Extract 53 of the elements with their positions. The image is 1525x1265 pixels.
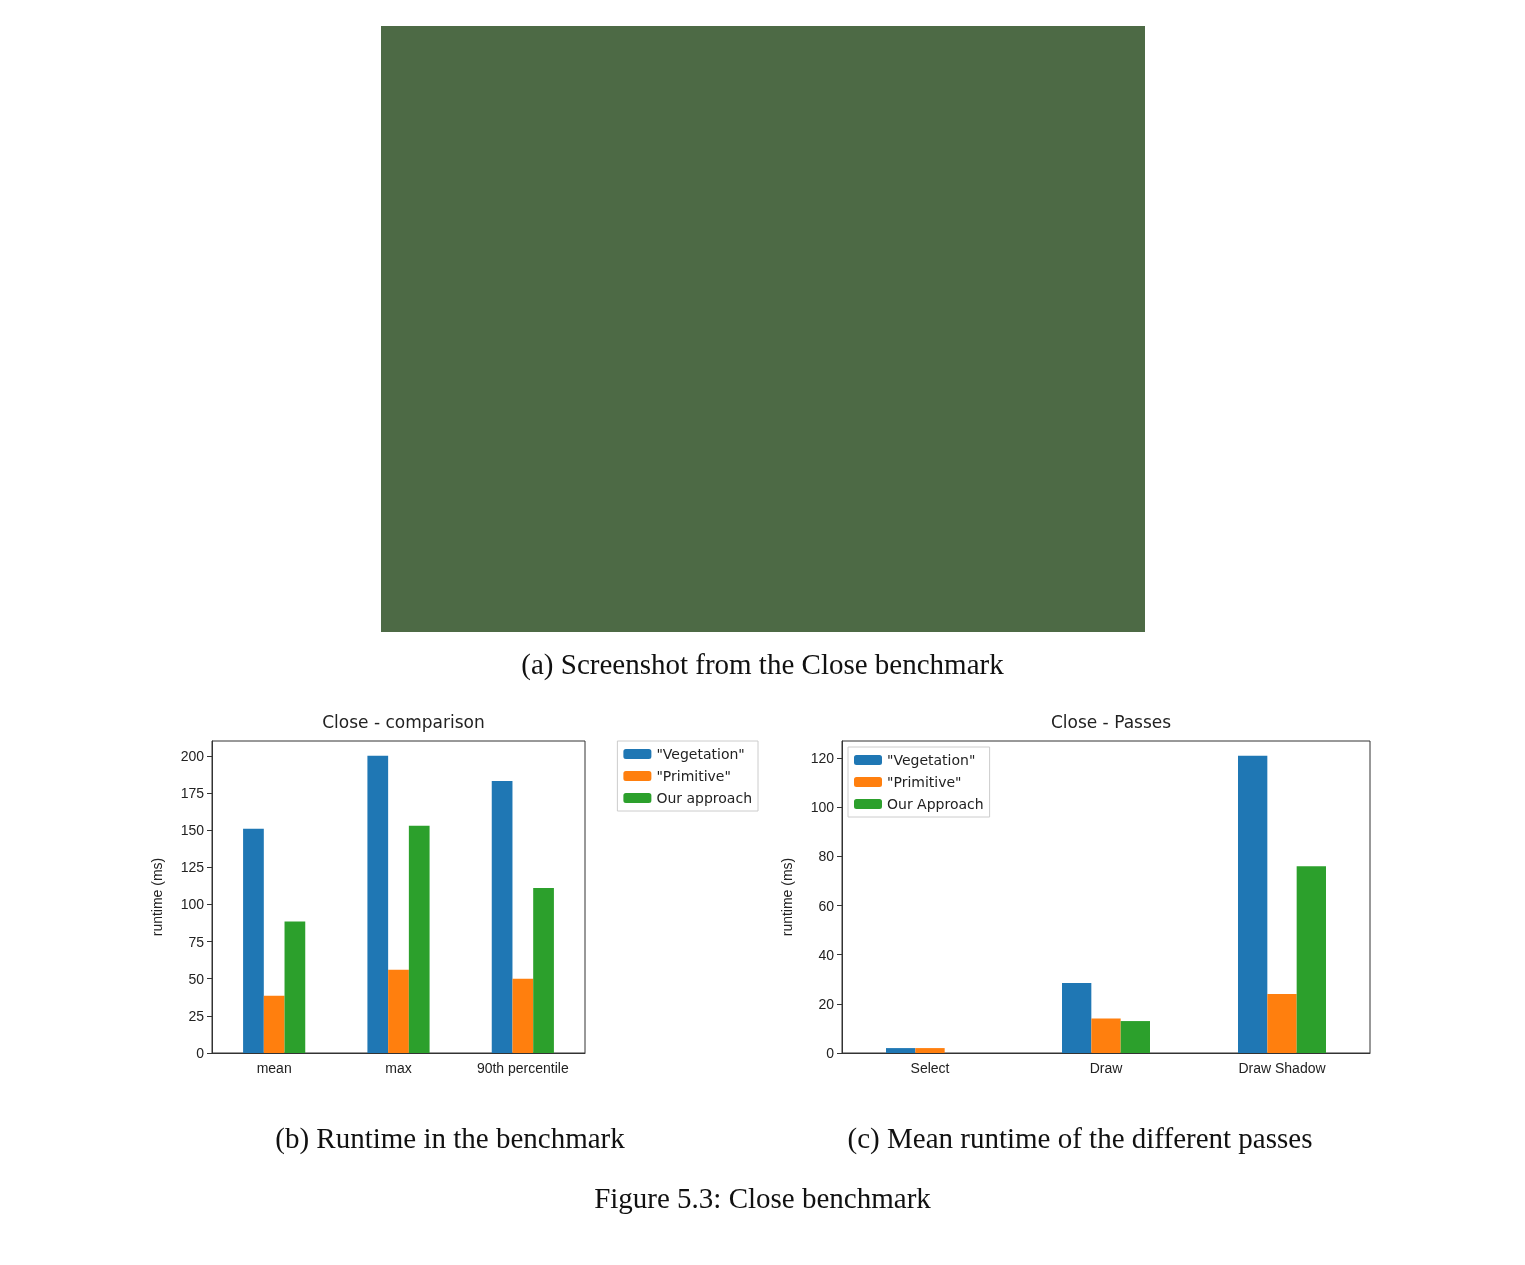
legend-label: "Primitive" — [656, 768, 731, 784]
bar — [915, 1048, 945, 1053]
bar — [1238, 755, 1268, 1053]
x-tick-label: Draw — [1089, 1060, 1124, 1076]
y-tick-label: 120 — [810, 750, 835, 767]
text: (c) Mean runtime of the different passes — [846, 1122, 1314, 1155]
y-tick-label: 60 — [818, 897, 835, 914]
x-tick-label: Select — [910, 1060, 950, 1076]
y-tick-label: 40 — [818, 946, 835, 963]
y-axis-title: runtime (ms) — [779, 857, 795, 937]
y-tick-label: 150 — [180, 822, 205, 839]
bar — [367, 755, 389, 1053]
bar — [491, 781, 513, 1053]
y-tick-label: 175 — [180, 785, 205, 801]
y-tick-label: 100 — [810, 799, 835, 816]
y-tick-label: 50 — [188, 970, 205, 987]
bar — [1120, 1021, 1150, 1053]
y-tick-label: 0 — [196, 1045, 205, 1061]
y-axis-title: runtime (ms) — [149, 857, 165, 937]
bar — [284, 921, 306, 1053]
text: (a) Screenshot from the Close benchmark — [520, 648, 1005, 681]
bar — [1296, 866, 1326, 1053]
bar — [1267, 994, 1297, 1053]
text: (b) Runtime in the benchmark — [274, 1122, 626, 1155]
bar — [1091, 1018, 1121, 1053]
x-tick-label: Draw Shadow — [1238, 1060, 1327, 1076]
chart-title: Close - Passes — [1050, 711, 1172, 732]
bar — [512, 978, 534, 1053]
bar — [243, 828, 264, 1053]
y-tick-label: 0 — [826, 1045, 835, 1061]
bar — [886, 1048, 916, 1053]
x-tick-label: 90th percentile — [476, 1060, 569, 1076]
x-tick-label: max — [385, 1060, 412, 1076]
bar — [388, 969, 409, 1053]
legend-label: Our Approach — [887, 796, 984, 812]
chart-title: Close - comparison — [322, 711, 485, 732]
legend-label: "Vegetation" — [887, 752, 976, 768]
y-tick-label: 20 — [818, 995, 835, 1012]
y-tick-label: 200 — [180, 747, 205, 764]
legend-label: "Primitive" — [887, 774, 962, 790]
bar — [263, 995, 285, 1053]
bar — [1062, 982, 1092, 1053]
y-tick-label: 125 — [180, 859, 205, 876]
legend-label: Our approach — [656, 790, 753, 806]
bar — [533, 888, 554, 1053]
bar — [408, 825, 430, 1053]
y-tick-label: 25 — [188, 1007, 205, 1024]
y-tick-label: 75 — [188, 933, 205, 950]
caption: Figure 5.3: Close benchmark — [593, 1182, 932, 1215]
y-tick-label: 80 — [818, 848, 835, 865]
legend-label: "Vegetation" — [656, 746, 745, 762]
x-tick-label: mean — [256, 1060, 292, 1076]
y-tick-label: 100 — [180, 896, 205, 913]
